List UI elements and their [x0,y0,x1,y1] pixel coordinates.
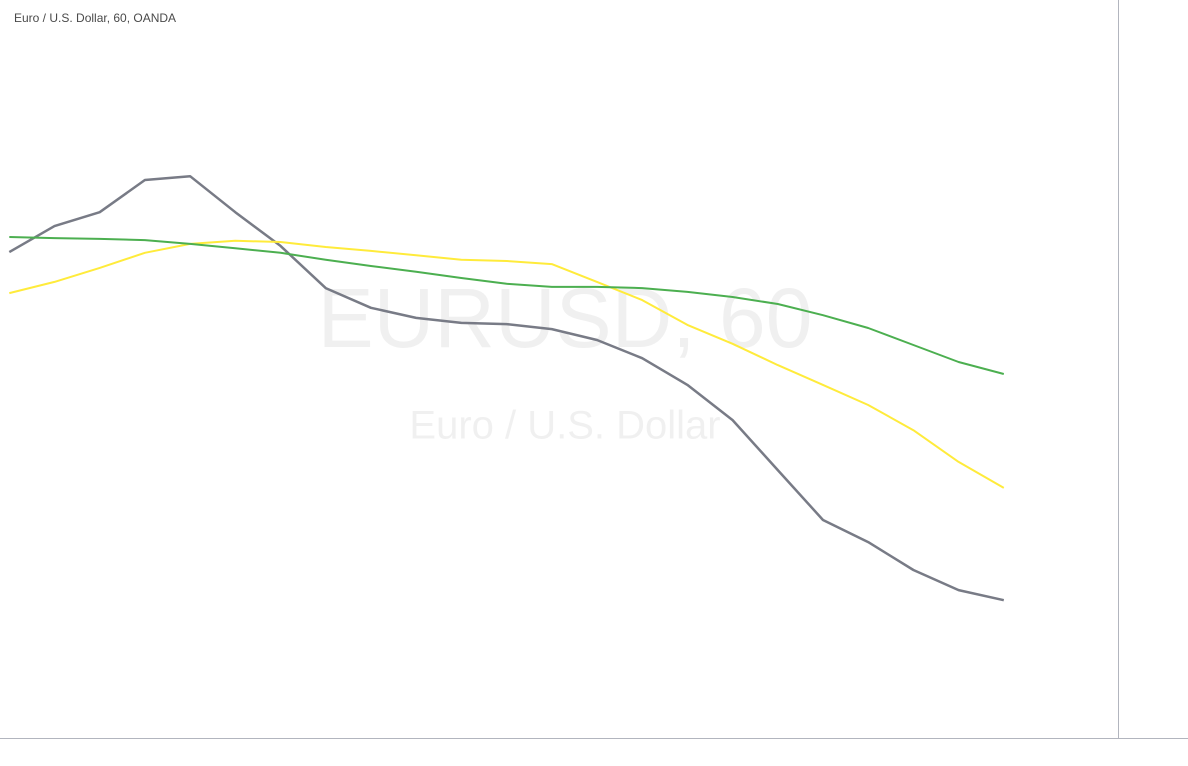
watermark-subtitle: Euro / U.S. Dollar [409,404,720,448]
moving-average-line [9,236,1005,375]
moving-average-line [8,174,1005,602]
chart-title: Euro / U.S. Dollar, 60, OANDA [14,11,176,25]
plot [8,174,1005,602]
indicators [8,174,1005,602]
legend: Euro / U.S. Dollar, 60, OANDA [14,11,176,25]
watermark: EURUSD, 60 [318,271,813,365]
moving-average-line [9,239,1005,489]
